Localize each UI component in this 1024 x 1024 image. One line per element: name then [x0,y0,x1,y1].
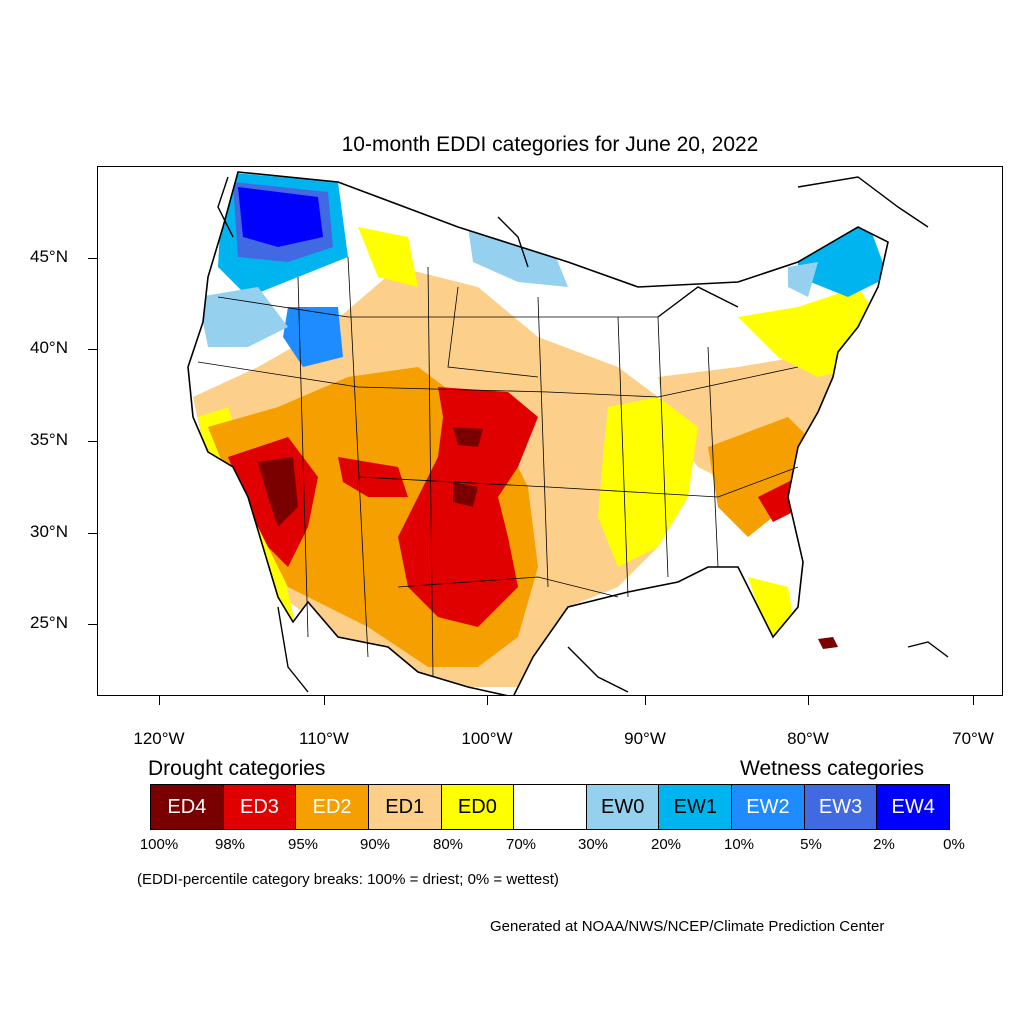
lon-tick [159,696,160,705]
legend-label-ew3: EW3 [818,795,863,818]
region-ew2-idaho [283,307,343,367]
lat-label: 35°N [30,430,68,449]
legend-label-ew0: EW0 [600,795,645,818]
map-title: 10-month EDDI categories for June 20, 20… [341,133,759,156]
legend-box-ew3: EW3 [804,785,878,829]
legend-color-bar: ED4 ED3 ED2 ED1 ED0 EW0 EW1 EW2 EW3 EW4 [150,784,950,830]
lon-tick [324,696,325,705]
legend-label-ew4: EW4 [891,795,935,818]
legend-box-ed2: ED2 [296,785,369,829]
lon-tick [487,696,488,705]
lon-label: 120°W [133,729,185,748]
mexico-canada-coasts [217,176,949,693]
break-label: 30% [577,836,609,853]
legend-box-ew2: EW2 [732,785,805,829]
region-ew0-ny [788,262,818,297]
break-label: 90% [359,836,391,853]
region-ew4-washington [238,187,323,247]
lon-tick [645,696,646,705]
eddi-map [187,171,949,695]
lat-tick [88,258,97,259]
legend-label-ew2: EW2 [746,795,790,818]
legend-box-ed4: ED4 [151,785,224,829]
legend-label-ed2: ED2 [312,795,352,818]
break-label: 80% [432,836,464,853]
region-ed4-ks [453,427,483,447]
legend-label-ed3: ED3 [240,795,279,818]
legend-label-ed4: ED4 [167,795,207,818]
legend-box-ed0: ED0 [441,785,515,829]
region-ed4-cuba [818,637,838,649]
lon-tick [808,696,809,705]
legend-box-neutral [514,785,587,829]
lat-tick [88,349,97,350]
lat-tick [88,533,97,534]
lat-tick [88,624,97,625]
legend-box-ew0: EW0 [586,785,660,829]
lon-label: 100°W [461,729,513,748]
lat-tick [88,441,97,442]
lon-label: 90°W [624,729,666,748]
break-label: 70% [505,836,537,853]
legend-label-ew1: EW1 [673,795,717,818]
legend-box-ew4: EW4 [877,785,950,829]
category-breaks-note: (EDDI-percentile category breaks: 100% =… [137,871,559,888]
region-ed3-nm [338,457,408,497]
break-label: 98% [214,836,246,853]
break-label: 0% [943,836,965,853]
lon-label: 80°W [787,729,829,748]
state-borders [197,256,799,678]
lat-label: 25°N [30,613,68,632]
lat-label: 45°N [30,247,68,266]
legend-label-ed0: ED0 [457,795,497,818]
break-label: 100% [139,836,179,853]
drought-categories-heading: Drought categories [148,757,326,780]
break-label: 20% [650,836,682,853]
legend-box-ed3: ED3 [223,785,297,829]
lon-tick [973,696,974,705]
region-ed0-plains [358,227,418,287]
lat-label: 30°N [30,522,68,541]
region-ed3-plains [398,387,538,627]
break-label: 5% [800,836,822,853]
region-ed0-midwest [598,397,698,567]
break-label: 2% [873,836,895,853]
lon-label: 70°W [952,729,994,748]
legend-box-ew1: EW1 [659,785,733,829]
map-plot-area [97,166,1003,696]
break-label: 10% [723,836,755,853]
lat-label: 40°N [30,338,68,357]
region-ew0-or [198,287,288,347]
lon-label: 110°W [299,729,349,748]
region-ed4-arizona [258,457,298,527]
region-ed4-panhandle [453,482,478,507]
credit-line: Generated at NOAA/NWS/NCEP/Climate Predi… [490,918,885,935]
wetness-categories-heading: Wetness categories [740,757,925,780]
break-label: 95% [287,836,319,853]
legend-label-ed1: ED1 [385,795,425,818]
legend-box-ed1: ED1 [368,785,442,829]
coastline [187,171,889,695]
region-ed2-se [708,417,818,537]
